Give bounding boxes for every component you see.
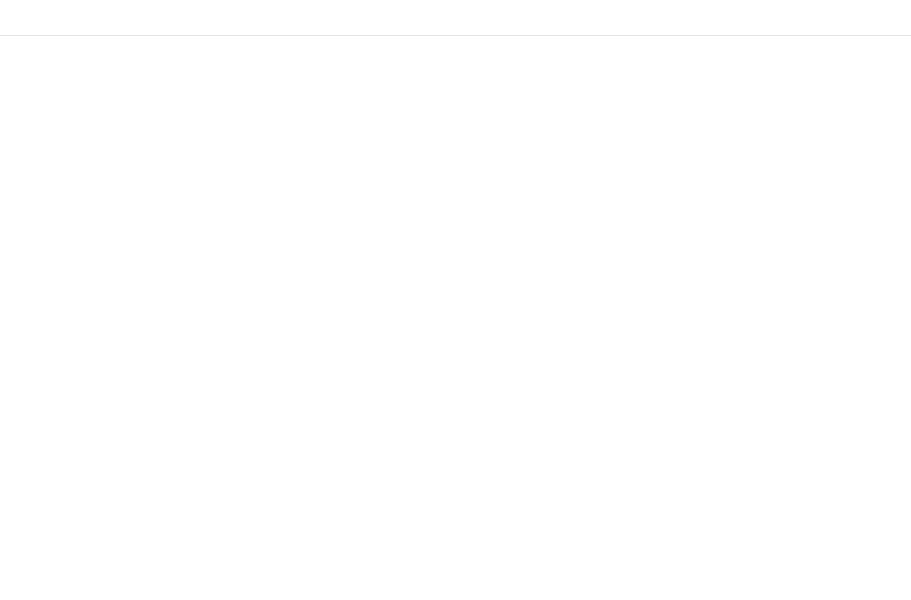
last-price-badge <box>836 0 911 17</box>
period-tab-bar <box>0 0 911 36</box>
